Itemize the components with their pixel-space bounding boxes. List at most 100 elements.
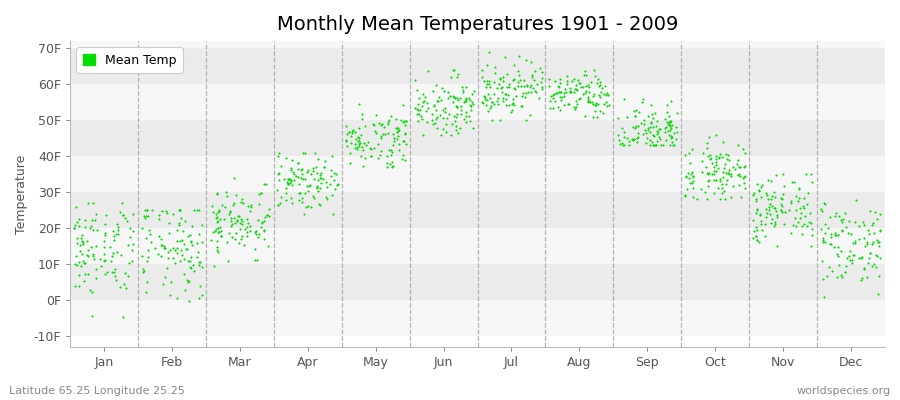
Point	[678, 192, 692, 199]
Point	[578, 113, 592, 119]
Point	[112, 284, 127, 291]
Point	[615, 140, 629, 146]
Point	[284, 164, 299, 171]
Point	[752, 187, 766, 193]
Point	[579, 88, 593, 94]
Point	[842, 253, 856, 259]
Point	[285, 156, 300, 163]
Point	[838, 210, 852, 216]
Point	[568, 82, 582, 88]
Point	[493, 85, 508, 92]
Point	[193, 262, 207, 268]
Point	[392, 147, 406, 153]
Point	[272, 170, 286, 176]
Point	[805, 231, 819, 238]
Point	[457, 98, 472, 104]
Point	[255, 219, 269, 225]
Point	[338, 138, 353, 144]
Point	[768, 219, 782, 225]
Point	[254, 190, 268, 196]
Point	[284, 194, 298, 201]
Point	[485, 99, 500, 105]
Point	[845, 257, 859, 263]
Point	[664, 125, 679, 131]
Point	[579, 72, 593, 78]
Point	[499, 102, 513, 108]
Point	[555, 93, 570, 100]
Point	[139, 235, 153, 241]
Point	[838, 268, 852, 275]
Point	[728, 165, 742, 172]
Point	[799, 171, 814, 178]
Bar	[70, 192, 885, 228]
Point	[279, 185, 293, 191]
Point	[252, 201, 266, 207]
Point	[814, 208, 829, 215]
Point	[118, 215, 132, 221]
Point	[72, 272, 86, 278]
Text: Latitude 65.25 Longitude 25.25: Latitude 65.25 Longitude 25.25	[9, 386, 184, 396]
Point	[731, 156, 745, 163]
Point	[475, 67, 490, 74]
Point	[616, 142, 630, 149]
Point	[210, 238, 224, 244]
Point	[749, 232, 763, 239]
Point	[351, 135, 365, 142]
Point	[243, 223, 257, 230]
Point	[106, 268, 121, 275]
Point	[523, 84, 537, 91]
Point	[542, 83, 556, 89]
Point	[815, 235, 830, 241]
Point	[831, 232, 845, 238]
Point	[174, 246, 188, 253]
Point	[339, 143, 354, 149]
Point	[662, 118, 677, 124]
Point	[553, 89, 567, 95]
Point	[786, 222, 800, 228]
Point	[385, 142, 400, 149]
Point	[151, 233, 166, 239]
Point	[414, 116, 428, 122]
Point	[435, 85, 449, 92]
Point	[585, 100, 599, 107]
Point	[228, 236, 242, 242]
Point	[712, 154, 726, 160]
Point	[831, 253, 845, 260]
Point	[339, 137, 354, 143]
Point	[588, 72, 602, 79]
Point	[669, 136, 683, 142]
Point	[119, 285, 133, 291]
Point	[272, 150, 286, 156]
Point	[590, 76, 605, 82]
Point	[410, 101, 425, 108]
Point	[223, 215, 238, 221]
Point	[662, 142, 677, 149]
Point	[438, 129, 453, 135]
Point	[490, 98, 504, 104]
Point	[752, 238, 767, 245]
Point	[506, 96, 520, 102]
Point	[868, 209, 882, 215]
Point	[643, 129, 657, 136]
Point	[271, 202, 285, 208]
Point	[453, 125, 467, 132]
Point	[495, 95, 509, 101]
Point	[474, 74, 489, 80]
Point	[492, 76, 507, 82]
Point	[650, 128, 664, 134]
Point	[467, 88, 482, 95]
Point	[154, 253, 168, 259]
Point	[158, 208, 173, 214]
Point	[453, 94, 467, 101]
Point	[600, 102, 615, 109]
Point	[730, 160, 744, 167]
Point	[646, 133, 661, 139]
Point	[517, 90, 531, 96]
Point	[595, 85, 609, 92]
Point	[746, 234, 760, 241]
Point	[848, 219, 862, 226]
Point	[210, 214, 224, 220]
Point	[281, 180, 295, 186]
Point	[556, 90, 571, 97]
Point	[733, 172, 747, 179]
